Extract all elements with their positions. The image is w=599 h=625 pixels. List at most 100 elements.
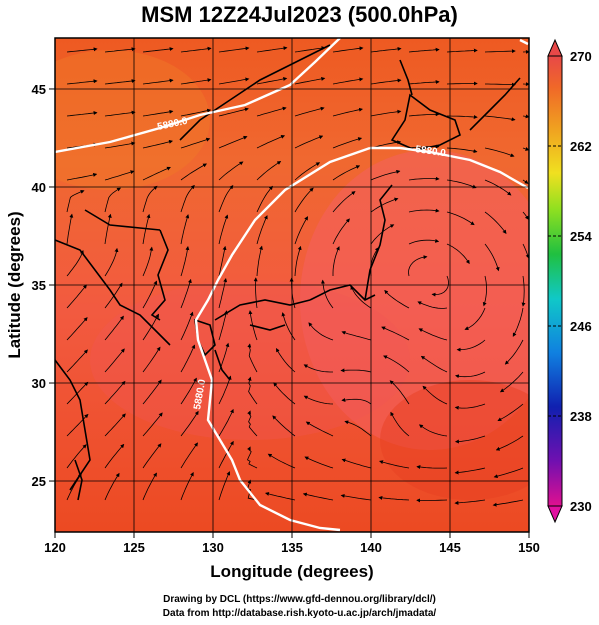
streamline [344,420,372,437]
streamline [302,492,334,501]
colorbar-fill [547,55,563,507]
streamline [332,191,356,213]
streamline [455,371,486,379]
streamline [104,413,126,437]
streamline [341,330,372,341]
streamline [104,213,112,245]
colorbar-label: 238 [570,409,592,424]
streamline [383,355,410,373]
streamline [484,49,516,54]
streamline [272,415,296,437]
red-southeast [380,380,529,500]
streamline [180,137,211,149]
streamline [340,368,372,373]
streamline [256,135,286,149]
warm-core-south [90,280,410,440]
streamline [408,255,428,277]
streamline [340,493,372,501]
streamline [180,184,195,213]
streamline [522,147,529,151]
streamline [142,443,162,469]
streamline [256,215,268,245]
streamline [417,301,448,309]
y-tick-label: 40 [32,180,46,195]
streamline [142,313,159,341]
streamline [180,214,190,245]
streamline [218,107,249,117]
streamline [66,349,88,373]
streamline [142,379,162,405]
streamline [180,78,212,85]
streamline [104,315,124,341]
streamline [276,348,296,373]
streamline [408,176,440,181]
streamline [493,467,524,479]
streamline [521,275,526,307]
gridlines [55,38,529,532]
streamline [180,311,194,341]
streamline [218,161,244,181]
streamline [350,285,372,309]
streamline [420,355,448,373]
streamline [332,137,363,149]
streamline [378,495,410,501]
streamline [180,46,212,53]
streamline [495,435,524,451]
streamline [446,211,475,226]
x-tick-label: 135 [281,540,303,555]
streamline [180,246,190,277]
streamline [422,385,448,405]
streamline [256,185,273,213]
streamline [522,211,529,220]
streamline [482,275,487,307]
streamline [294,162,321,181]
streamline [142,139,173,149]
streamline [218,46,250,53]
streamline [456,339,486,352]
streamline [180,278,192,309]
streamline [454,403,486,410]
x-axis-ticks: 120 125 130 135 140 145 150 [44,532,540,555]
streamline [104,187,121,213]
streamline [484,243,500,272]
streamline [104,380,126,405]
streamline [256,46,288,53]
colorbar-label: 262 [570,139,592,154]
x-tick-label: 145 [439,540,461,555]
streamline [142,185,158,213]
streamline [454,467,486,475]
streamline [485,82,516,87]
streamline [66,284,87,309]
contour-labels: 5880.0 5880.0 5880.0 [156,116,446,411]
streamline [522,114,529,119]
streamline [180,471,194,501]
streamline [446,81,478,86]
streamline [446,48,478,53]
streamline [104,443,125,469]
streamline [256,160,282,181]
streamline [446,243,470,265]
streamline [66,317,88,341]
streamline [370,197,399,213]
streamline [332,77,364,85]
streamline [332,218,350,245]
streamline [464,307,486,330]
streamline [341,397,372,405]
streamline [381,326,410,341]
streamline [142,412,163,437]
streamline [294,106,325,117]
credit-drawing: Drawing by DCL (https://www.gfd-dennou.o… [163,594,436,605]
streamline [512,307,524,337]
streamline [446,179,477,189]
streamline [218,471,231,501]
streamline [408,208,440,213]
streamline [446,147,478,154]
y-tick-label: 30 [32,376,46,391]
orange-northwest [55,50,210,190]
colorbar-top-arrow [547,38,563,57]
streamline [104,47,136,53]
streamline [66,173,98,181]
colorbar-label: 254 [570,229,592,244]
streamline [246,446,258,469]
streamline [504,339,524,365]
